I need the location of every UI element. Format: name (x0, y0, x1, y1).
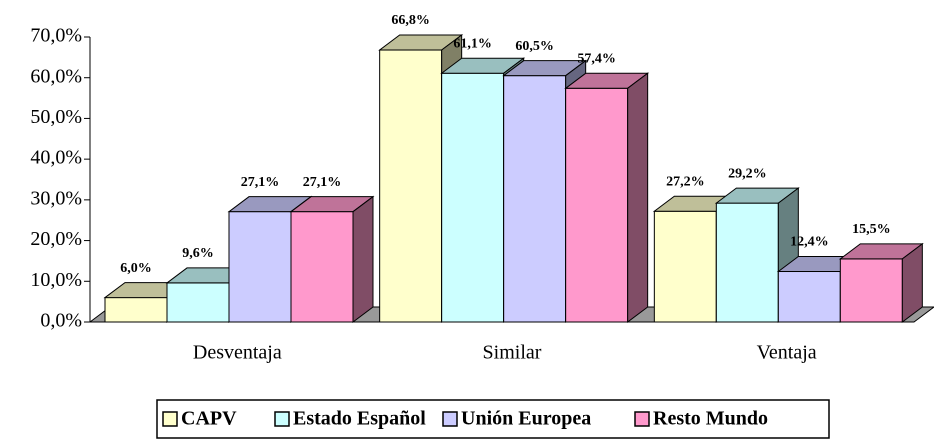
x-tick-label: Desventaja (193, 342, 282, 364)
value-label: 27,2% (666, 174, 705, 189)
bar (565, 87, 629, 323)
value-label: 57,4% (577, 52, 616, 67)
y-tick-label: 70,0% (30, 25, 82, 47)
bar (653, 210, 717, 323)
bar (777, 271, 841, 323)
x-tick-label: Similar (483, 342, 542, 364)
bar (715, 202, 779, 323)
y-tick-label: 30,0% (30, 187, 82, 209)
value-label: 27,1% (241, 175, 280, 190)
y-tick-label: 0,0% (40, 310, 82, 332)
value-label: 66,8% (391, 13, 430, 28)
bar-side (627, 72, 649, 323)
value-label: 60,5% (515, 39, 554, 54)
value-label: 6,0% (120, 261, 152, 276)
value-label: 29,2% (728, 166, 767, 181)
legend-label: Unión Europea (461, 408, 591, 430)
bar (290, 211, 354, 323)
y-tick-label: 40,0% (30, 147, 82, 169)
x-tick-label: Ventaja (757, 342, 817, 364)
value-label: 9,6% (182, 246, 214, 261)
y-tick-label: 10,0% (30, 269, 82, 291)
bar-side (901, 242, 923, 323)
value-label: 15,5% (852, 222, 891, 237)
legend-swatch (274, 411, 290, 427)
y-tick-label: 50,0% (30, 106, 82, 128)
bar (379, 49, 443, 323)
legend-label: Estado Español (293, 408, 426, 430)
legend-swatch (442, 411, 458, 427)
bar (839, 258, 903, 323)
bar-side (352, 195, 374, 323)
y-tick-label: 60,0% (30, 65, 82, 87)
value-label: 12,4% (790, 235, 829, 250)
legend-swatch (162, 411, 178, 427)
bar (441, 72, 505, 323)
legend-swatch (634, 411, 650, 427)
legend-label: Resto Mundo (653, 408, 768, 430)
legend-box (156, 399, 830, 439)
legend-label: CAPV (181, 408, 237, 430)
bar (104, 297, 168, 323)
value-label: 27,1% (303, 175, 342, 190)
bar (503, 75, 567, 323)
value-label: 61,1% (453, 36, 492, 51)
y-tick-label: 20,0% (30, 228, 82, 250)
bar (228, 211, 292, 323)
bar (166, 282, 230, 323)
